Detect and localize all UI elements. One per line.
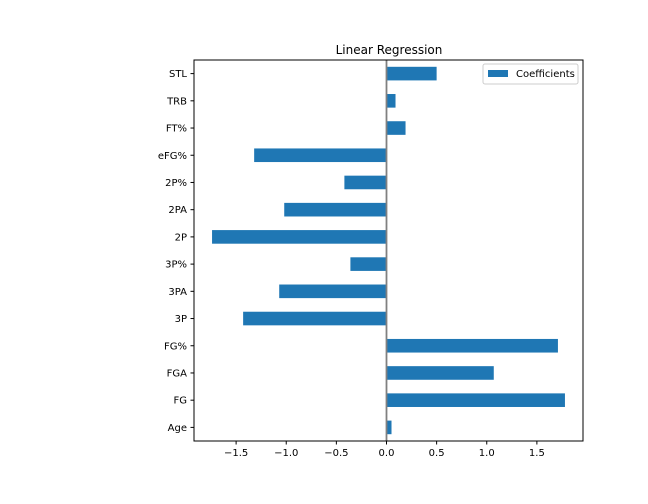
bar-efg-pct <box>254 148 387 163</box>
legend-label: Coefficients <box>516 69 575 80</box>
bar-2p-pct <box>344 175 387 190</box>
bar-trb <box>386 94 396 108</box>
bar-fg-pct <box>386 338 558 353</box>
bar-2p <box>212 230 387 244</box>
y-tick-label: FG% <box>164 341 187 352</box>
bar-2pa <box>284 202 387 217</box>
y-tick-label: 3P% <box>165 260 187 271</box>
bar-3p-pct <box>350 257 387 271</box>
y-tick-label: 2P <box>175 232 187 243</box>
legend-swatch <box>488 70 508 77</box>
x-tick-label: 0.5 <box>429 448 445 459</box>
bars-group <box>212 66 565 435</box>
bar-ft-pct <box>386 121 406 135</box>
x-tick-label: −0.5 <box>324 448 348 459</box>
y-tick-label: TRB <box>166 96 187 107</box>
y-tick-label: 3PA <box>168 287 187 298</box>
y-tick-label: FT% <box>166 124 187 135</box>
y-tick-label: Age <box>168 423 187 434</box>
x-tick-label: −1.5 <box>224 448 248 459</box>
y-tick-label: eFG% <box>158 151 187 162</box>
legend: Coefficients <box>482 63 579 85</box>
legend-box <box>482 63 579 85</box>
bar-fga <box>386 366 494 380</box>
chart-title: Linear Regression <box>336 43 443 57</box>
x-tick-label: 1.0 <box>479 448 495 459</box>
x-axis-ticks: −1.5 −1.0 −0.5 0.0 0.5 1.0 1.5 <box>224 441 545 459</box>
y-axis-ticks: Age FG FGA FG% 3P 3PA 3P% 2P 2PA 2P% eFG% FT% TRB STL <box>158 69 194 434</box>
x-tick-label: −1.0 <box>274 448 298 459</box>
x-tick-label: 1.5 <box>529 448 545 459</box>
axes-frame <box>193 59 584 442</box>
y-tick-label: 2PA <box>168 205 187 216</box>
bar-fg <box>386 393 565 407</box>
y-tick-label: 3P <box>175 314 187 325</box>
x-tick-label: 0.0 <box>379 448 395 459</box>
bar-3pa <box>279 284 387 299</box>
y-tick-label: FG <box>173 396 187 407</box>
bar-age <box>386 420 392 435</box>
y-tick-label: 2P% <box>165 178 187 189</box>
y-tick-label: STL <box>169 69 187 80</box>
bar-stl <box>386 66 437 81</box>
y-tick-label: FGA <box>167 368 188 379</box>
bar-3p <box>243 311 387 326</box>
